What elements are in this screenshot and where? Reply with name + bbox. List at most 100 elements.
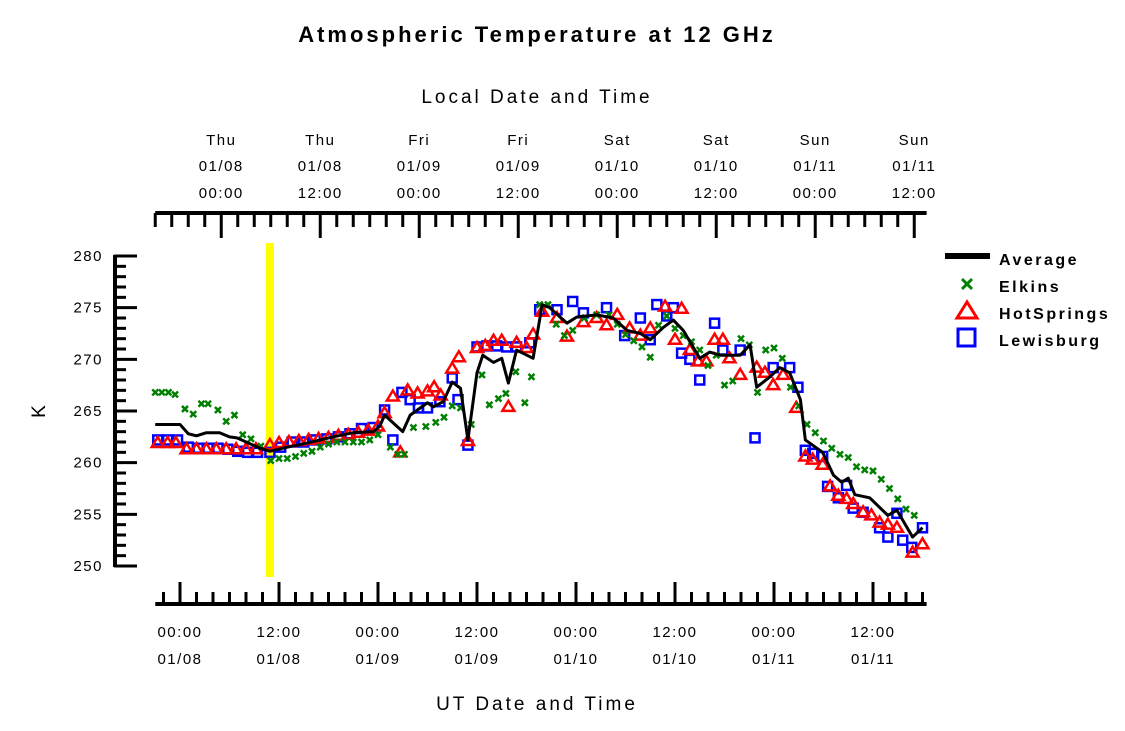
- elkins-point-stroke: [151, 388, 160, 397]
- elkins-point-stroke: [737, 334, 745, 343]
- elkins-point: [511, 367, 520, 376]
- hotsprings-point: [706, 331, 723, 345]
- time-highlight-bar: [265, 243, 274, 577]
- elkins-point-stroke: [357, 438, 366, 446]
- elkins-point-stroke: [393, 450, 402, 459]
- elkins-point: [421, 422, 430, 431]
- elkins-point-stroke: [527, 373, 536, 381]
- hotsprings-point: [598, 316, 615, 331]
- elkins-point-stroke: [374, 430, 382, 439]
- elkins-point-stroke: [720, 381, 729, 390]
- bottom-tick-time: 00:00: [751, 624, 796, 641]
- top-tick-time: 00:00: [793, 185, 838, 202]
- top-tick-time: 00:00: [199, 185, 244, 202]
- elkins-point: [291, 452, 300, 461]
- hotsprings-point: [459, 432, 477, 447]
- elkins-point: [860, 466, 869, 474]
- elkins-point: [704, 361, 712, 370]
- legend: Average Elkins HotSprings Lewisburg: [945, 252, 1108, 350]
- lewisburg-point: [387, 434, 399, 446]
- elkins-point-stroke: [275, 454, 283, 463]
- elkins-point: [365, 436, 374, 444]
- top-tick-date: 01/09: [397, 158, 442, 175]
- bottom-tick-date: 01/09: [454, 651, 499, 668]
- hotsprings-point: [714, 331, 732, 345]
- hotsprings-point: [609, 306, 626, 321]
- elkins-point-stroke: [646, 353, 655, 362]
- elkins-point-stroke: [214, 406, 222, 414]
- hotsprings-point: [666, 331, 684, 345]
- top-tick-date: 01/08: [298, 158, 343, 175]
- bottom-tick-date: 01/11: [752, 651, 796, 668]
- elkins-point: [737, 334, 745, 343]
- elkins-point: [204, 399, 212, 408]
- elkins-point: [494, 394, 503, 403]
- elkins-point-stroke: [230, 411, 239, 420]
- elkins-point: [448, 401, 457, 410]
- elkins-point-stroke: [770, 344, 778, 352]
- elkins-point-stroke: [560, 331, 569, 340]
- axes: [113, 211, 927, 606]
- elkins-point-stroke: [365, 436, 374, 444]
- elkins-point-stroke: [535, 300, 544, 309]
- top-tick-day: Sat: [703, 132, 730, 149]
- top-tick-day: Fri: [408, 132, 430, 149]
- hotsprings-point: [493, 332, 510, 346]
- hotsprings-point: [208, 440, 225, 455]
- hotsprings-point: [821, 478, 839, 492]
- elkins-point: [238, 430, 247, 439]
- elkins-point: [761, 346, 770, 354]
- elkins-point-stroke: [869, 467, 877, 475]
- elkins-point-stroke: [520, 398, 529, 407]
- hotsprings-point: [518, 339, 535, 354]
- elkins-point-stroke: [844, 453, 853, 462]
- elkins-point-stroke: [341, 438, 349, 446]
- elkins-point: [332, 438, 341, 446]
- top-tick-day: Thu: [206, 132, 236, 149]
- bottom-axis-title: UT Date and Time: [436, 694, 638, 715]
- y-tick-label: 265: [73, 403, 103, 420]
- y-axis-title: K: [29, 402, 50, 418]
- hotsprings-point: [863, 506, 880, 521]
- elkins-point: [171, 390, 179, 399]
- elkins-point: [568, 326, 577, 335]
- elkins-point: [778, 354, 787, 363]
- hotsprings-point: [270, 434, 288, 449]
- elkins-point: [885, 484, 894, 493]
- elkins-point-stroke: [181, 405, 189, 413]
- elkins-point: [151, 388, 160, 397]
- hotsprings-point: [237, 440, 255, 455]
- elkins-point-stroke: [197, 399, 206, 408]
- top-tick-date: 01/09: [496, 158, 541, 175]
- elkins-point: [386, 443, 395, 452]
- elkins-point-stroke: [629, 336, 638, 345]
- bottom-tick-time: 12:00: [256, 624, 301, 641]
- y-tick-label: 270: [73, 351, 103, 368]
- top-tick-date: 01/10: [694, 158, 739, 175]
- y-tick-label: 275: [73, 300, 103, 317]
- elkins-point-stroke: [827, 444, 836, 453]
- elkins-point-stroke: [299, 449, 308, 458]
- lewisburg-point: [896, 534, 909, 546]
- plot-area: [149, 295, 931, 558]
- hotsprings-point: [508, 334, 525, 349]
- elkins-point: [753, 388, 762, 397]
- elkins-point: [197, 399, 206, 408]
- elkins-point: [520, 398, 529, 407]
- hotsprings-point: [261, 436, 279, 451]
- elkins-point-stroke: [157, 388, 166, 397]
- hotsprings-point: [198, 440, 215, 455]
- elkins-point: [836, 450, 844, 459]
- hotsprings-point: [167, 434, 185, 449]
- tick-labels: 250 255 260 265 270 275 280 00:00 01/08 12:00 01/0…: [73, 132, 935, 668]
- bottom-tick-time: 12:00: [454, 624, 499, 641]
- hotsprings-point: [764, 376, 782, 391]
- elkins-point-stroke: [811, 428, 820, 437]
- hotsprings-point: [642, 319, 659, 334]
- elkins-point: [374, 430, 382, 439]
- hotsprings-point: [721, 349, 738, 364]
- hotsprings-point: [797, 448, 814, 462]
- y-tick-label: 280: [73, 248, 103, 265]
- elkins-point: [501, 389, 510, 398]
- elkins-point: [222, 417, 231, 426]
